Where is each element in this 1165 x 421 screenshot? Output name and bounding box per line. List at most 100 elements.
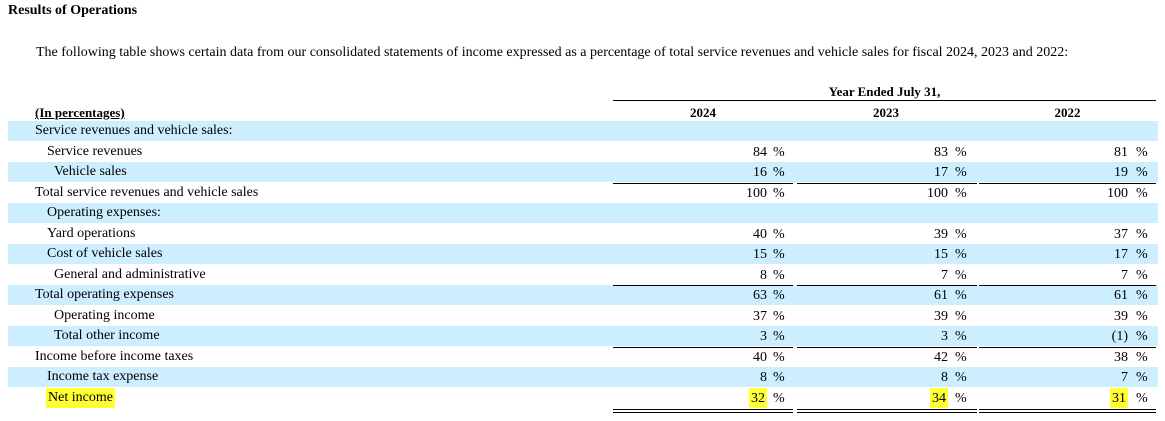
cell-value-2023: 34 — [930, 387, 948, 408]
cell-value-2022: (1) — [1111, 329, 1128, 344]
subtotal-rule — [613, 346, 793, 348]
percent-sign: % — [773, 165, 785, 180]
percent-sign: % — [773, 349, 785, 365]
subtotal-rule — [979, 182, 1156, 184]
subtotal-rule — [979, 285, 1156, 286]
cell-value-2024: 15 — [753, 247, 767, 262]
table-row: Operating expenses: — [8, 203, 1158, 223]
percent-sign: % — [773, 329, 785, 344]
percent-sign: % — [773, 247, 785, 262]
cell-value-2023: 61 — [934, 288, 948, 303]
total-double-rule — [979, 409, 1156, 413]
cell-value-2024: 100 — [746, 185, 767, 201]
cell-value-2024: 8 — [760, 267, 767, 283]
cell-value-2022: 39 — [1114, 308, 1128, 324]
row-label: Operating expenses: — [47, 205, 161, 220]
percent-sign: % — [1136, 349, 1148, 365]
cell-value-2024: 37 — [753, 308, 767, 324]
row-label: General and administrative — [54, 266, 206, 282]
cell-value-2024: 3 — [760, 329, 767, 344]
table-row: Service revenues and vehicle sales: — [8, 121, 1158, 141]
cell-value-2024: 40 — [753, 226, 767, 242]
subtotal-rule — [613, 285, 793, 286]
year-header-2023: 2023 — [797, 105, 975, 122]
cell-value-2023: 17 — [934, 165, 948, 180]
table-row: Yard operations 40% 39% 37% — [8, 224, 1158, 244]
year-header-2022: 2022 — [979, 105, 1156, 122]
cell-value-2022: 37 — [1114, 226, 1128, 242]
percent-sign: % — [955, 308, 967, 324]
table-row: Net income 32% 34% 31% — [8, 387, 1158, 408]
percent-sign: % — [773, 288, 785, 303]
period-header: Year Ended July 31, — [613, 84, 1156, 101]
table-row: Total service revenues and vehicle sales… — [8, 183, 1158, 203]
percent-sign: % — [773, 267, 785, 283]
cell-value-2023: 39 — [934, 308, 948, 324]
percent-sign: % — [773, 185, 785, 201]
intro-paragraph: The following table shows certain data f… — [36, 45, 1069, 60]
subtotal-rule — [797, 182, 977, 184]
cell-value-2023: 100 — [927, 185, 948, 201]
cell-value-2023: 8 — [941, 370, 948, 385]
table-row: Operating income 37% 39% 39% — [8, 306, 1158, 326]
percent-sign: % — [1136, 329, 1148, 344]
percent-sign: % — [955, 390, 967, 406]
cell-value-2023: 3 — [941, 329, 948, 344]
subtotal-rule — [613, 182, 793, 184]
percent-sign: % — [955, 144, 967, 160]
percent-sign: % — [1136, 288, 1148, 303]
percent-sign: % — [1136, 370, 1148, 385]
cell-value-2024: 63 — [753, 288, 767, 303]
row-label: Service revenues — [47, 143, 143, 159]
row-label: Income tax expense — [47, 369, 159, 384]
row-label: Total operating expenses — [35, 287, 174, 302]
table-row: Service revenues 84% 83% 81% — [8, 142, 1158, 162]
cell-value-2023: 7 — [941, 267, 948, 283]
cell-value-2022: 7 — [1121, 370, 1128, 385]
row-label: Operating income — [54, 307, 155, 323]
percent-sign: % — [955, 226, 967, 242]
percent-sign: % — [955, 370, 967, 385]
percent-sign: % — [773, 144, 785, 160]
cell-value-2023: 39 — [934, 226, 948, 242]
subtotal-rule — [797, 346, 977, 348]
cell-value-2022: 81 — [1114, 144, 1128, 160]
percent-sign: % — [955, 329, 967, 344]
cell-value-2024: 8 — [760, 370, 767, 385]
subtotal-rule — [979, 346, 1156, 348]
percent-sign: % — [955, 165, 967, 180]
table-row: Total operating expenses 63% 61% 61% — [8, 285, 1158, 305]
cell-value-2023: 83 — [934, 144, 948, 160]
cell-value-2022: 61 — [1114, 288, 1128, 303]
cell-value-2022: 7 — [1121, 267, 1128, 283]
cell-value-2022: 17 — [1114, 247, 1128, 262]
percent-sign: % — [955, 349, 967, 365]
percent-sign: % — [1136, 226, 1148, 242]
table-row: Cost of vehicle sales 15% 15% 17% — [8, 244, 1158, 264]
row-label: Cost of vehicle sales — [47, 246, 163, 261]
units-label: (In percentages) — [35, 105, 125, 120]
percent-sign: % — [1136, 247, 1148, 262]
subtotal-rule — [797, 285, 977, 286]
row-label: Total other income — [54, 328, 160, 343]
percent-sign: % — [1136, 267, 1148, 283]
percent-sign: % — [955, 267, 967, 283]
cell-value-2023: 42 — [934, 349, 948, 365]
cell-value-2022: 19 — [1114, 165, 1128, 180]
percent-sign: % — [955, 288, 967, 303]
percent-sign: % — [773, 370, 785, 385]
row-label: Yard operations — [47, 225, 136, 241]
cell-value-2022: 100 — [1107, 185, 1128, 201]
cell-value-2024: 16 — [753, 165, 767, 180]
cell-value-2024: 32 — [749, 387, 767, 408]
cell-value-2024: 84 — [753, 144, 767, 160]
cell-value-2022: 38 — [1114, 349, 1128, 365]
percent-sign: % — [773, 390, 785, 406]
percent-sign: % — [955, 185, 967, 201]
table-row: Income tax expense 8% 8% 7% — [8, 367, 1158, 387]
section-heading: Results of Operations — [8, 3, 138, 18]
total-double-rule — [797, 409, 977, 413]
percent-sign: % — [1136, 165, 1148, 180]
percent-sign: % — [773, 226, 785, 242]
row-label: Vehicle sales — [54, 164, 127, 179]
